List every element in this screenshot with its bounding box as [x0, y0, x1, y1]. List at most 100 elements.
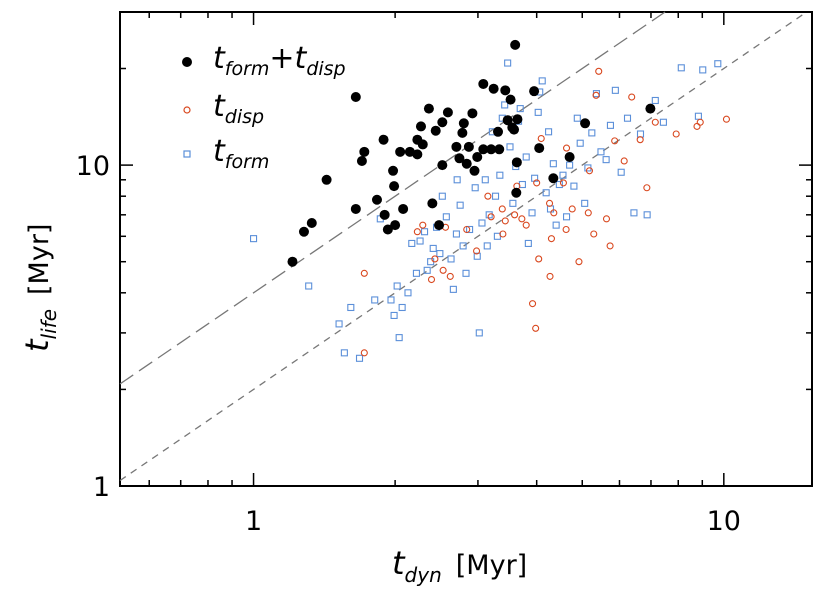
point-tdisp: [498, 205, 506, 213]
point-tform-plus-tdisp: [371, 194, 382, 205]
point-tdisp: [439, 266, 447, 274]
point-tform: [429, 244, 437, 252]
point-tdisp: [651, 118, 659, 126]
point-tform: [651, 96, 659, 105]
point-tform: [602, 156, 610, 164]
reference-line-short-dash: [119, 11, 807, 482]
point-tform-plus-tdisp: [350, 203, 361, 214]
point-tdisp: [522, 221, 530, 229]
point-tdisp: [643, 184, 651, 192]
point-tform: [623, 114, 632, 122]
legend: tform+tdisp tdisp tform: [182, 41, 346, 173]
point-tdisp: [628, 93, 636, 101]
point-tform: [509, 199, 517, 207]
y-axis-title-sub: life: [37, 309, 61, 339]
point-tdisp: [360, 349, 368, 357]
point-tform: [355, 354, 364, 362]
axis-ticks: 1 10 1 10: [76, 11, 812, 537]
point-tform: [524, 239, 532, 247]
point-tform: [611, 86, 619, 94]
point-tform-plus-tdisp: [510, 39, 521, 50]
point-tform-plus-tdisp: [378, 134, 389, 145]
point-tform-plus-tdisp: [417, 139, 428, 150]
point-tdisp: [533, 179, 541, 187]
point-tdisp: [672, 130, 680, 138]
point-tdisp: [563, 144, 571, 152]
x-axis-title-main: t: [392, 544, 406, 582]
point-tform: [471, 184, 479, 192]
point-tform: [466, 225, 474, 234]
point-tform: [395, 334, 403, 342]
point-tdisp: [532, 324, 540, 332]
point-tform-plus-tdisp: [434, 220, 445, 231]
point-tform: [335, 320, 343, 328]
point-tdisp: [568, 205, 576, 213]
point-tdisp: [487, 213, 495, 221]
point-tform: [452, 230, 460, 238]
point-tform: [371, 296, 379, 304]
point-tform: [473, 252, 481, 260]
point-tdisp: [419, 221, 427, 229]
point-tform: [549, 160, 557, 168]
point-tform: [699, 66, 707, 74]
point-tdisp: [427, 275, 436, 284]
point-tform: [442, 213, 450, 221]
point-tform-plus-tdisp: [478, 144, 489, 155]
reference-lines: [119, 11, 807, 482]
point-tform: [501, 101, 509, 109]
point-tdisp: [584, 209, 592, 217]
point-tform: [542, 189, 550, 197]
point-tdisp: [473, 247, 481, 255]
point-tform-plus-tdisp: [350, 92, 361, 103]
point-tdisp: [545, 199, 554, 207]
point-tform-plus-tdisp: [472, 151, 483, 162]
legend-label-combined: tform+tdisp: [213, 41, 346, 80]
x-tick-label: 1: [245, 506, 262, 537]
point-tform: [491, 192, 500, 200]
point-tdisp: [463, 225, 471, 234]
reference-line-long-dash: [119, 11, 666, 385]
point-tdisp: [547, 235, 555, 243]
point-tdisp: [550, 209, 558, 217]
point-tform-plus-tdisp: [564, 151, 575, 162]
point-tform-plus-tdisp: [467, 108, 478, 119]
point-tform-plus-tdisp: [463, 141, 474, 152]
legend-label-form: tform: [213, 134, 269, 173]
point-tform: [485, 211, 493, 219]
point-tform: [566, 161, 574, 169]
point-tform: [436, 250, 444, 258]
point-tdisp: [696, 118, 704, 126]
point-tform-plus-tdisp: [412, 149, 423, 160]
x-axis-title-sub: dyn: [405, 563, 442, 587]
point-tform: [459, 242, 467, 250]
point-tform: [546, 205, 555, 213]
point-tform-plus-tdisp: [430, 125, 441, 136]
point-tform-plus-tdisp: [457, 127, 468, 138]
point-tform: [636, 130, 645, 138]
point-tform: [617, 168, 625, 176]
point-tform: [420, 228, 429, 236]
point-tform-plus-tdisp: [356, 155, 367, 166]
point-tform-plus-tdisp: [382, 224, 393, 235]
point-tform-plus-tdisp: [493, 126, 504, 137]
point-tform: [714, 60, 722, 68]
point-tdisp: [518, 215, 526, 223]
point-tform-plus-tdisp: [534, 143, 545, 154]
point-tform: [677, 64, 685, 72]
point-tform-plus-tdisp: [427, 198, 438, 209]
point-tform: [659, 118, 667, 126]
point-tform: [694, 112, 702, 120]
point-tform: [340, 349, 348, 357]
point-tform: [387, 296, 395, 304]
y-tick-label: 10: [76, 151, 110, 182]
data-points: [250, 39, 731, 362]
legend-marker-open-square: [183, 150, 191, 158]
point-tform: [643, 211, 651, 219]
point-tform-plus-tdisp: [398, 203, 409, 214]
point-tform: [588, 129, 596, 137]
point-tdisp: [499, 230, 507, 238]
point-tdisp: [575, 258, 583, 266]
point-tdisp: [592, 91, 600, 99]
x-axis-title: tdyn [Myr]: [392, 544, 527, 587]
